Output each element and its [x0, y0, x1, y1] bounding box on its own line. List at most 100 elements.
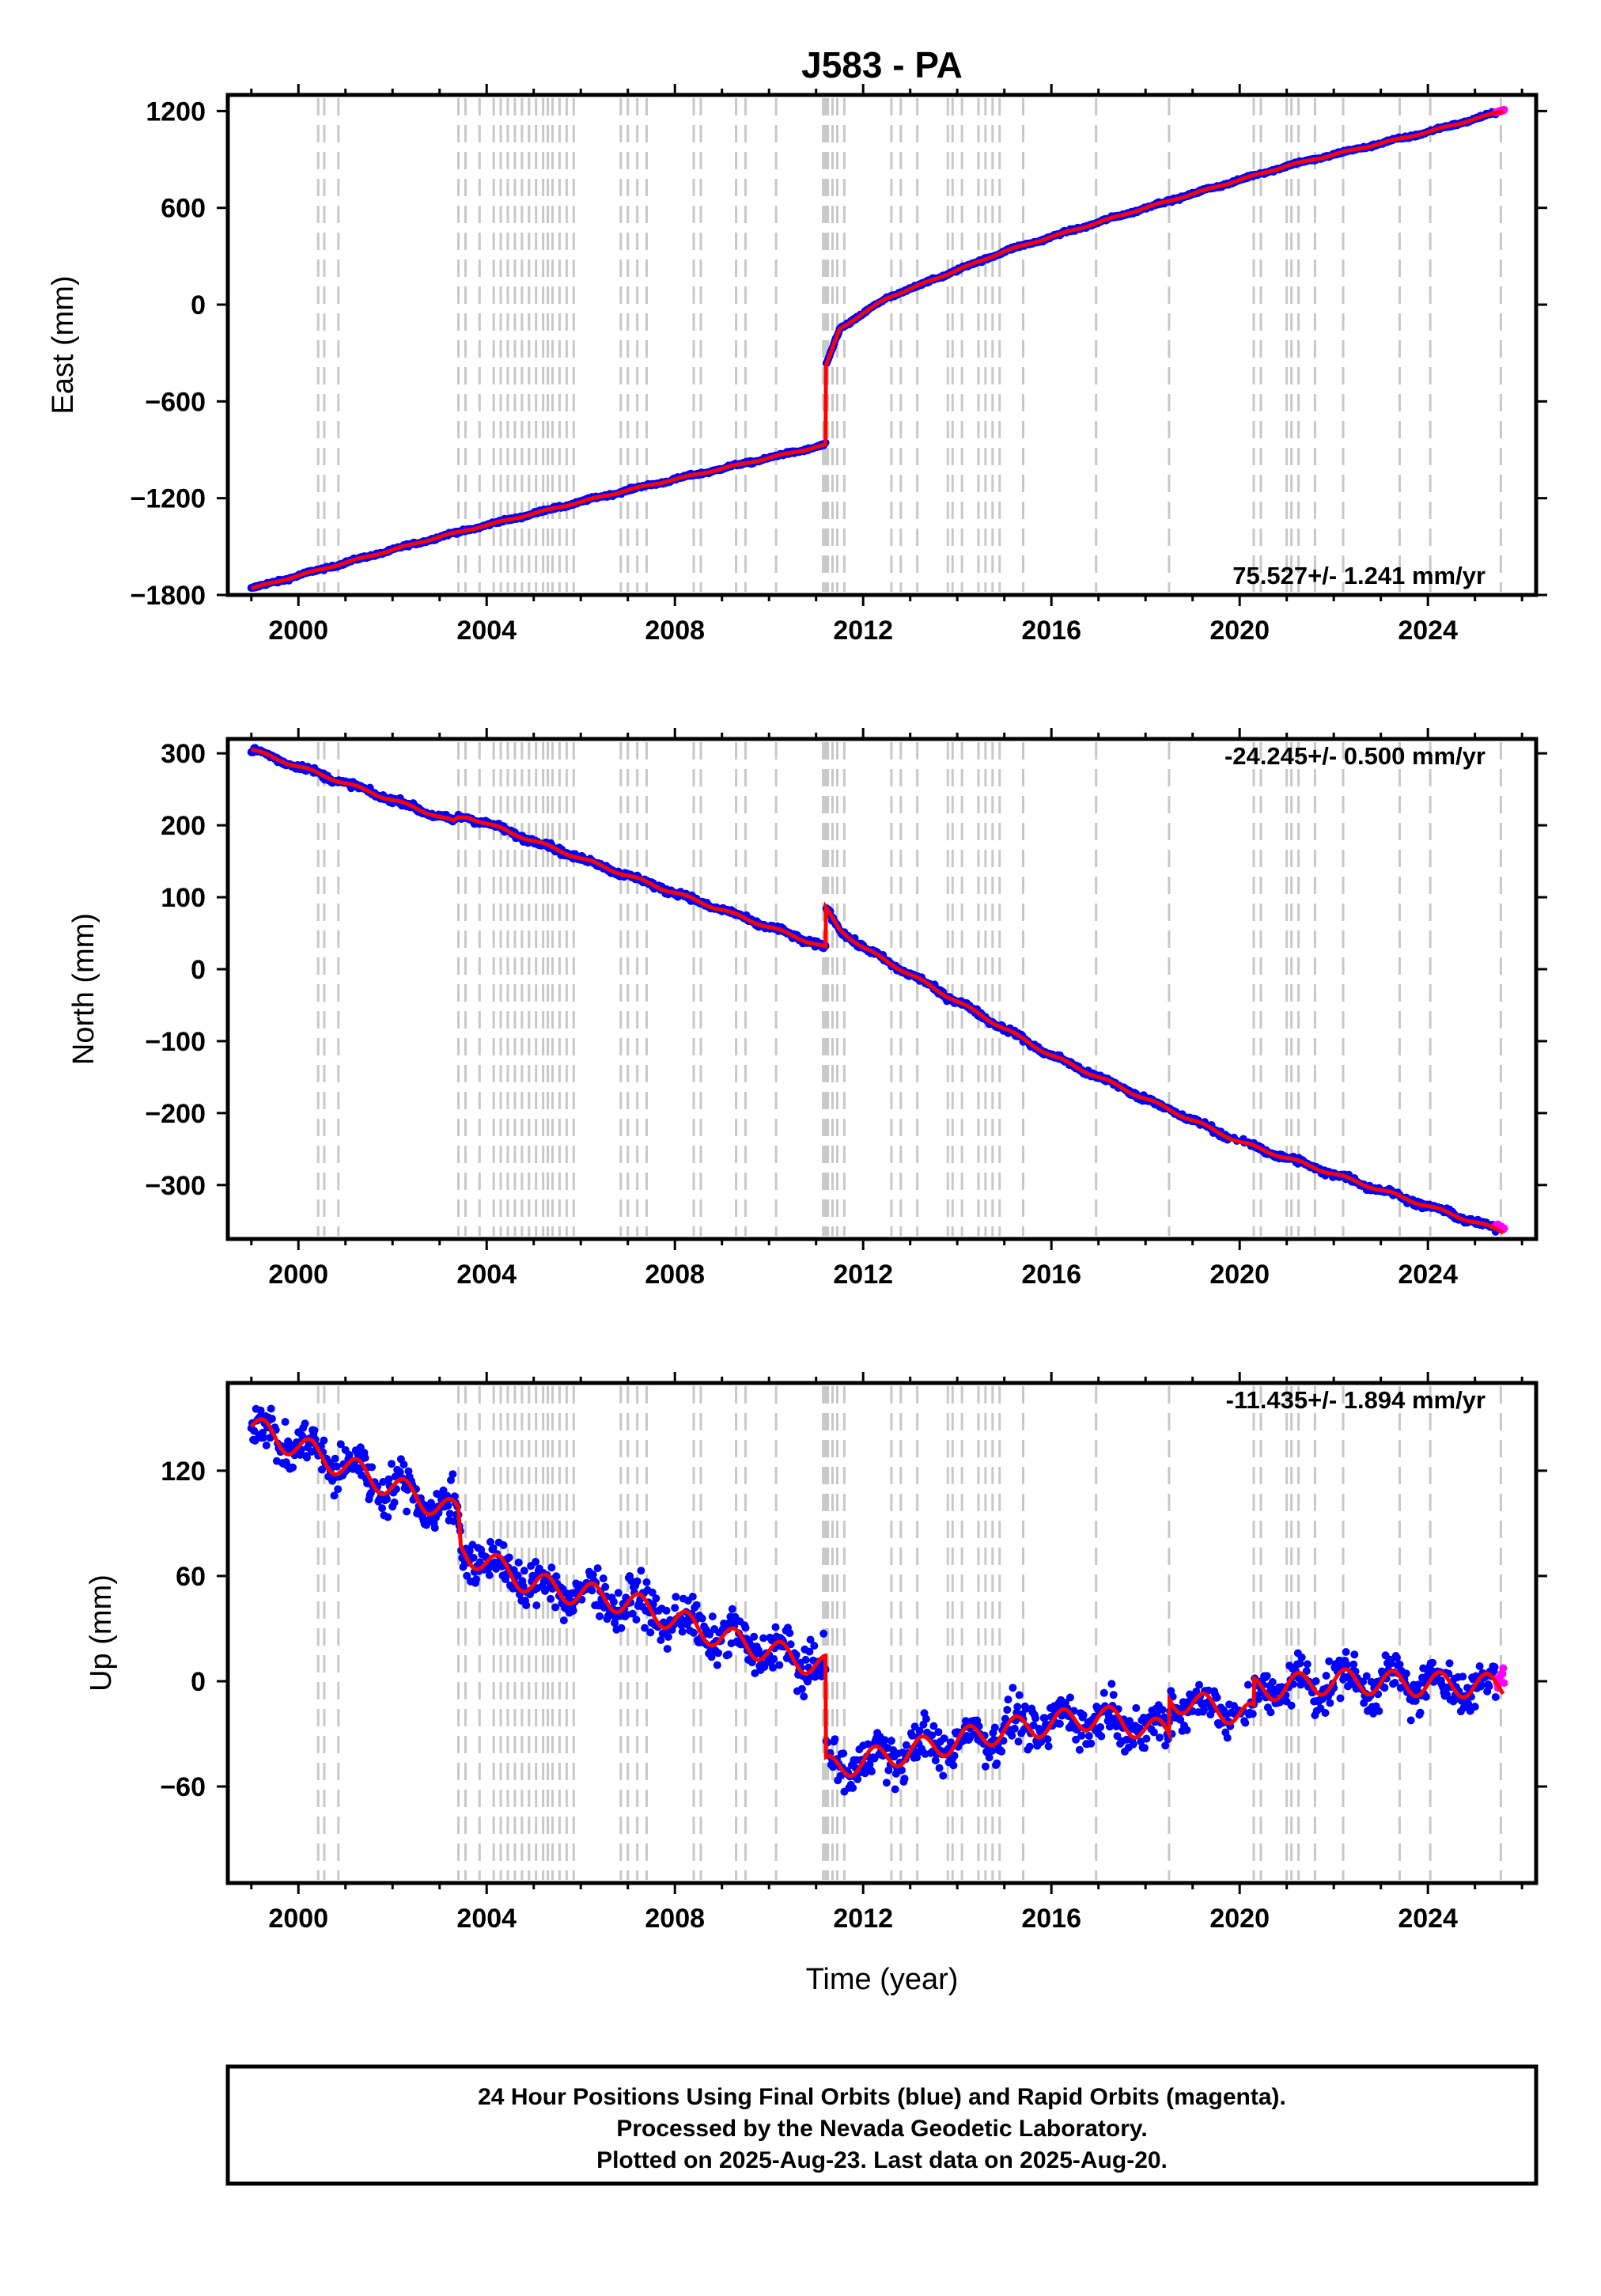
up-rapid-point	[1500, 1679, 1508, 1688]
up-final-point	[728, 1605, 736, 1613]
up-final-point	[1380, 1684, 1389, 1692]
north-plot-area	[247, 744, 1508, 1236]
up-final-point	[770, 1655, 778, 1663]
east-x-tick-label: 2008	[645, 616, 705, 646]
up-final-point	[750, 1632, 759, 1641]
north-rate-label: -24.245+/- 0.500 mm/yr	[1224, 742, 1486, 770]
up-final-point	[588, 1586, 596, 1595]
east-x-tick-label: 2024	[1398, 616, 1458, 646]
up-final-point	[1009, 1684, 1017, 1692]
up-final-point	[601, 1582, 610, 1591]
up-final-point	[1100, 1688, 1108, 1697]
up-final-point	[708, 1612, 717, 1621]
up-final-point	[939, 1771, 948, 1780]
up-final-point	[1392, 1654, 1401, 1662]
up-final-point	[1350, 1650, 1359, 1659]
up-final-point	[1008, 1731, 1016, 1740]
up-x-tick-label: 2020	[1209, 1904, 1270, 1934]
east-y-tick-label: −1800	[131, 581, 206, 611]
up-rapid-point	[1499, 1664, 1508, 1673]
up-final-point	[1015, 1691, 1024, 1699]
up-final-point	[785, 1629, 794, 1638]
north-x-tick-label: 2004	[456, 1260, 517, 1290]
up-x-tick-label: 2004	[456, 1904, 517, 1934]
up-final-point	[741, 1623, 750, 1632]
up-final-point	[1010, 1724, 1019, 1733]
up-final-point	[1485, 1682, 1493, 1691]
up-final-point	[1132, 1703, 1141, 1712]
up-final-point	[1311, 1677, 1320, 1685]
up-final-point	[331, 1454, 339, 1463]
up-x-tick-label: 2024	[1398, 1904, 1458, 1934]
up-final-point	[1375, 1707, 1383, 1715]
up-final-point	[1129, 1740, 1137, 1749]
east-y-tick-label: 600	[161, 194, 206, 224]
up-final-point	[887, 1737, 895, 1745]
up-final-point	[361, 1453, 369, 1462]
up-final-point	[1079, 1711, 1088, 1719]
up-final-point	[1055, 1719, 1064, 1728]
up-final-point	[469, 1553, 478, 1562]
up-final-point	[445, 1510, 454, 1518]
north-y-tick-label: 200	[161, 811, 206, 841]
up-final-point	[1087, 1739, 1096, 1748]
up-final-point	[1183, 1726, 1191, 1734]
up-final-point	[1243, 1680, 1252, 1689]
up-final-point	[934, 1728, 943, 1737]
up-final-point	[1475, 1662, 1484, 1670]
up-final-point	[662, 1606, 671, 1615]
up-final-point	[1297, 1653, 1306, 1661]
up-final-point	[692, 1601, 701, 1609]
up-final-point	[1287, 1701, 1296, 1710]
up-final-point	[522, 1601, 531, 1609]
north-y-tick-label: 300	[161, 739, 206, 769]
east-model-line	[250, 109, 1504, 591]
up-x-tick-label: 2012	[833, 1904, 893, 1934]
up-final-point	[403, 1507, 411, 1516]
up-final-point	[1004, 1695, 1012, 1704]
up-final-point	[1013, 1703, 1022, 1711]
up-final-point	[1003, 1706, 1012, 1714]
east-frame	[225, 93, 1539, 597]
up-y-tick-label: 60	[176, 1562, 206, 1592]
up-final-point	[664, 1632, 672, 1641]
up-final-point	[819, 1629, 828, 1638]
up-final-point	[1156, 1733, 1164, 1742]
up-final-point	[368, 1463, 377, 1472]
up-final-point	[559, 1616, 568, 1625]
up-final-point	[1268, 1678, 1277, 1686]
up-final-point	[617, 1623, 626, 1632]
up-final-point	[1223, 1733, 1232, 1742]
north-x-tick-label: 2020	[1209, 1260, 1270, 1290]
east-x-tick-label: 2004	[456, 616, 517, 646]
east-x-tick-label: 2000	[268, 616, 328, 646]
up-final-point	[1406, 1716, 1415, 1725]
up-frame	[225, 1381, 1539, 1885]
up-y-tick-label: 120	[161, 1457, 206, 1487]
up-final-point	[671, 1604, 679, 1612]
up-final-point	[1470, 1703, 1479, 1711]
east-y-axis-label: East (mm)	[47, 275, 80, 414]
east-y-tick-label: −1200	[131, 484, 206, 514]
east-y-tick-label: −600	[145, 387, 206, 417]
up-final-point	[642, 1578, 651, 1586]
up-final-point	[1322, 1672, 1330, 1680]
up-final-point	[514, 1559, 523, 1567]
north-x-tick-label: 2000	[268, 1260, 328, 1290]
up-final-point	[1429, 1658, 1437, 1667]
up-final-point	[596, 1612, 604, 1620]
up-final-point	[310, 1426, 319, 1434]
up-final-point	[900, 1775, 909, 1783]
up-final-point	[505, 1553, 513, 1562]
up-final-point	[378, 1504, 387, 1513]
up-final-point	[867, 1767, 876, 1775]
up-final-point	[1262, 1672, 1271, 1680]
up-final-point	[390, 1498, 399, 1506]
up-final-point	[1107, 1680, 1116, 1688]
north-y-tick-label: −200	[145, 1099, 206, 1129]
up-final-point	[1097, 1732, 1106, 1741]
up-final-point	[632, 1616, 641, 1624]
up-final-point	[383, 1495, 392, 1503]
up-final-point	[678, 1627, 687, 1636]
